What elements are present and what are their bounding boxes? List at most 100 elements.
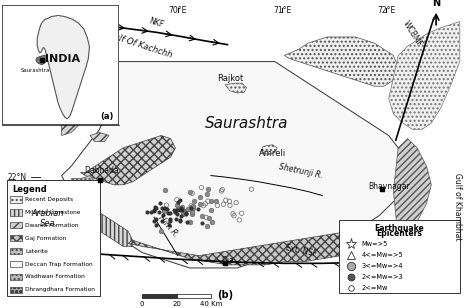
Text: Gulf of Khambhat: Gulf of Khambhat (453, 172, 462, 240)
Bar (10, 209, 22, 216)
Polygon shape (62, 194, 133, 246)
Text: Mw=>5: Mw=>5 (362, 241, 388, 247)
Text: INDIA: INDIA (45, 54, 80, 64)
Point (218, 188, 225, 193)
Point (152, 216, 160, 221)
Point (165, 223, 173, 228)
Text: 22°N: 22°N (7, 172, 26, 182)
Text: Deccan Trap Formation: Deccan Trap Formation (25, 261, 93, 266)
Point (187, 205, 194, 210)
Text: Gulf Of Kachchh: Gulf Of Kachchh (106, 30, 173, 59)
Point (170, 207, 177, 212)
Text: 20: 20 (172, 301, 181, 307)
Text: Wadhwan Formation: Wadhwan Formation (25, 274, 85, 279)
Point (157, 228, 165, 233)
Point (208, 207, 215, 212)
Text: Miliolite Limestone: Miliolite Limestone (25, 210, 81, 215)
Point (179, 212, 186, 217)
Point (166, 211, 173, 216)
Point (189, 191, 196, 196)
Point (208, 219, 216, 224)
Text: NKF: NKF (148, 17, 165, 30)
Point (166, 219, 173, 224)
Point (207, 198, 214, 203)
Bar (7, 180, 100, 296)
Text: Amreli: Amreli (259, 149, 286, 159)
Polygon shape (62, 92, 85, 136)
Point (173, 208, 181, 213)
Text: Laterite: Laterite (25, 249, 48, 254)
Point (178, 204, 186, 209)
Text: Arabian
Sea: Arabian Sea (31, 209, 64, 228)
Polygon shape (71, 176, 95, 188)
Point (219, 202, 227, 207)
Polygon shape (62, 62, 412, 268)
Point (176, 197, 183, 202)
Text: Saurashtra: Saurashtra (205, 116, 288, 131)
Text: 4<=Mw=>5: 4<=Mw=>5 (362, 252, 403, 258)
Point (178, 206, 185, 211)
Point (183, 220, 191, 225)
Text: Dabhada: Dabhada (84, 166, 119, 176)
Text: 72°E: 72°E (377, 6, 395, 14)
Polygon shape (128, 222, 403, 265)
Text: Shetrunji R.: Shetrunji R. (278, 162, 324, 180)
Point (161, 187, 168, 192)
Bar (10, 235, 22, 241)
Text: Dwarka Formation: Dwarka Formation (25, 223, 79, 228)
Point (189, 206, 196, 211)
Point (214, 203, 221, 208)
Text: Recent Deposits: Recent Deposits (25, 197, 73, 202)
Point (201, 201, 209, 206)
Bar (142, 294, 176, 298)
Point (197, 201, 204, 206)
Point (155, 210, 163, 215)
Point (184, 206, 192, 211)
Text: Gaj Formation: Gaj Formation (25, 236, 66, 241)
Point (153, 206, 160, 211)
Point (204, 199, 212, 204)
Point (159, 213, 167, 217)
Point (150, 218, 158, 223)
Text: (a): (a) (100, 112, 114, 121)
Bar (10, 261, 22, 267)
Point (178, 208, 186, 213)
Polygon shape (389, 22, 460, 129)
Polygon shape (393, 139, 431, 240)
Point (161, 205, 169, 210)
Point (151, 205, 158, 210)
Bar (10, 222, 22, 229)
Bar (10, 197, 22, 203)
Point (182, 211, 190, 216)
Point (174, 200, 182, 205)
Point (156, 200, 164, 205)
Polygon shape (90, 132, 109, 142)
Point (176, 208, 184, 213)
Text: Dhrangdhara Formation: Dhrangdhara Formation (25, 287, 95, 292)
Point (229, 211, 237, 216)
Point (198, 221, 205, 226)
Point (205, 216, 213, 221)
Polygon shape (225, 83, 246, 93)
Point (212, 199, 220, 204)
Polygon shape (36, 55, 46, 65)
Point (174, 207, 182, 212)
Point (171, 209, 179, 214)
Point (178, 213, 185, 218)
Point (219, 187, 226, 192)
Text: 2<=Mw: 2<=Mw (362, 285, 388, 291)
Text: 3<=Mw=>4: 3<=Mw=>4 (362, 263, 403, 269)
Point (181, 208, 189, 213)
Point (222, 198, 229, 203)
Point (186, 189, 193, 194)
Polygon shape (284, 37, 398, 86)
Point (226, 203, 234, 208)
Point (177, 218, 184, 223)
Polygon shape (37, 15, 90, 119)
Text: Bhavnagar: Bhavnagar (368, 182, 410, 191)
Text: (b): (b) (217, 290, 233, 300)
Text: 70°E: 70°E (169, 6, 187, 14)
Bar (10, 274, 22, 280)
Bar (10, 287, 22, 293)
Text: 40 Km: 40 Km (200, 301, 222, 307)
